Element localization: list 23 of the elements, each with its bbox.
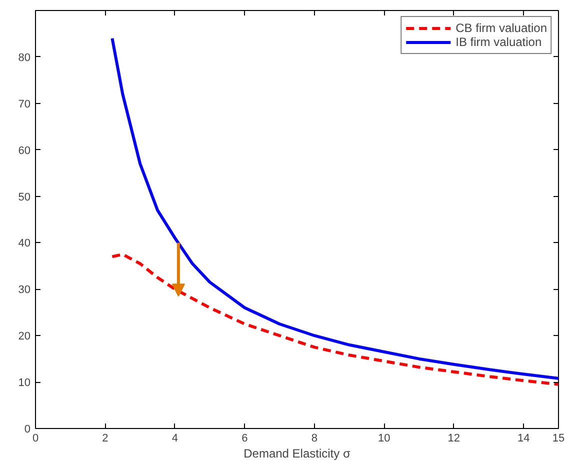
x-tick-label: 8 xyxy=(311,432,318,444)
x-tick-label: 14 xyxy=(518,432,530,444)
x-axis-title: Demand Elasticity σ xyxy=(244,446,351,460)
y-tick-label: 40 xyxy=(18,238,31,250)
line-series xyxy=(110,252,558,386)
x-tick-label: 2 xyxy=(102,432,108,444)
y-tick-label: 60 xyxy=(18,144,31,157)
x-tick-label: 10 xyxy=(378,432,390,444)
legend-label: IB firm valuation xyxy=(456,35,542,49)
y-tick-label: 80 xyxy=(18,52,31,64)
x-tick-label: 4 xyxy=(172,432,178,444)
legend-label: CB firm valuation xyxy=(456,21,547,35)
line-series xyxy=(110,36,558,380)
y-tick-label: 70 xyxy=(18,98,31,110)
y-tick-label: 10 xyxy=(18,377,31,390)
x-tick-label: 12 xyxy=(448,432,460,444)
x-tick-label: 6 xyxy=(242,432,248,444)
y-tick-label: 30 xyxy=(18,284,31,296)
x-tick-label: 0 xyxy=(32,432,39,444)
x-tick-label: 15 xyxy=(552,432,565,444)
y-tick-label: 50 xyxy=(18,191,31,204)
y-tick-label: 20 xyxy=(18,330,31,343)
y-tick-label: 0 xyxy=(24,424,31,436)
